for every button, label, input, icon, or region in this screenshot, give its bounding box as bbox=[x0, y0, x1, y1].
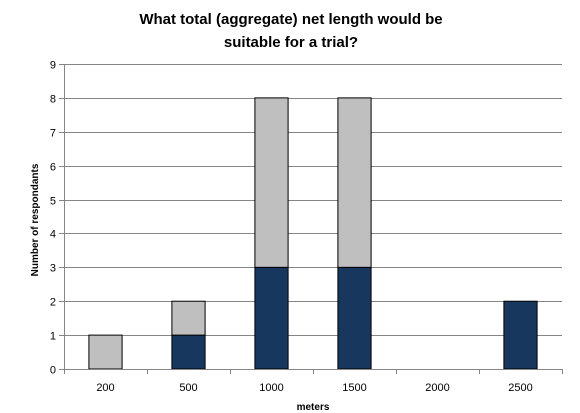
bar-segment bbox=[254, 97, 289, 268]
y-tick-label: 7 bbox=[50, 128, 56, 140]
x-axis-title: meters bbox=[297, 402, 330, 413]
x-tick-label: 500 bbox=[179, 382, 197, 394]
y-tick-label: 9 bbox=[50, 60, 56, 72]
x-tick-label: 2500 bbox=[508, 382, 532, 394]
y-tick-label: 4 bbox=[50, 229, 56, 241]
bar-segment bbox=[337, 97, 372, 268]
y-tick-label: 5 bbox=[50, 196, 56, 208]
gridlines bbox=[64, 64, 562, 336]
y-tick-label: 0 bbox=[50, 365, 56, 377]
bar-segment bbox=[254, 266, 289, 370]
y-tick-label: 6 bbox=[50, 162, 56, 174]
x-tick-label: 1500 bbox=[342, 382, 366, 394]
axes bbox=[59, 64, 563, 374]
y-tick-label: 2 bbox=[50, 297, 56, 309]
x-tick-label: 200 bbox=[96, 382, 114, 394]
y-tick-label: 3 bbox=[50, 263, 56, 275]
chart-title-line-1: What total (aggregate) net length would … bbox=[139, 11, 442, 28]
chart-title-line-2: suitable for a trial? bbox=[224, 34, 358, 51]
x-tick-label: 1000 bbox=[259, 382, 283, 394]
y-tick-labels: 0 1 2 3 4 5 6 7 8 9 bbox=[50, 60, 56, 377]
x-tick-label: 2000 bbox=[425, 382, 449, 394]
y-axis-title: Number of respondants bbox=[30, 163, 41, 276]
y-tick-label: 8 bbox=[50, 94, 56, 106]
bar-segment bbox=[171, 334, 206, 370]
bars bbox=[88, 97, 538, 370]
bar-segment bbox=[503, 300, 538, 370]
bar-segment bbox=[88, 334, 123, 370]
bar-segment bbox=[171, 300, 206, 336]
bar-segment bbox=[337, 266, 372, 370]
x-tick-labels: 200 500 1000 1500 2000 2500 bbox=[96, 382, 532, 394]
y-tick-label: 1 bbox=[50, 331, 56, 343]
